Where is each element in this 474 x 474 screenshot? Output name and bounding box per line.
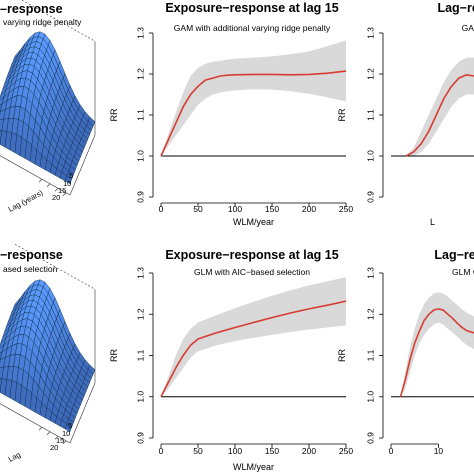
surface-tick — [46, 183, 51, 187]
y-tick-label: 1.2 — [135, 68, 145, 80]
y-tick-label: 1.1 — [135, 109, 145, 121]
x-tick-label: 250 — [339, 446, 353, 456]
y-tick-label: 1.3 — [365, 267, 375, 279]
x-tick-label: 10 — [434, 446, 444, 456]
y-tick-label: 1.1 — [365, 109, 375, 121]
surface-lag-label-top: Lag (years) — [7, 188, 45, 214]
surface-lag-tick: 10 — [63, 179, 71, 188]
y-axis-label: RR — [109, 349, 119, 362]
y-tick-label: 1.3 — [135, 267, 145, 279]
confidence-band — [400, 292, 474, 397]
surface-lag-tick: 5 — [68, 421, 72, 430]
y-axis-label: RR — [337, 349, 347, 362]
x-tick-label: 150 — [265, 446, 279, 456]
y-tick-label: 1.1 — [365, 349, 375, 361]
x-axis-label: WLM/year — [233, 217, 274, 227]
y-tick-label: 1.2 — [135, 308, 145, 320]
surface-panel-bottom: −response ased selection Lag 20 15 10 5 — [0, 243, 96, 464]
x-tick-label: 0 — [159, 446, 164, 456]
surface-plot-top — [0, 0, 96, 196]
surface-tick — [62, 440, 67, 444]
x-tick-label: 250 — [339, 204, 353, 214]
y-tick-label: 0.9 — [135, 432, 145, 444]
surface-box-edge — [21, 0, 96, 42]
surface-tick — [46, 431, 51, 435]
surface-lag-tick: 5 — [69, 171, 73, 180]
surface-lag-tick: 15 — [58, 186, 66, 195]
surface-tick — [54, 436, 59, 440]
y-tick-label: 1.3 — [365, 27, 375, 39]
panel-subtitle: GAM with additional varying ridge penalt… — [174, 23, 331, 33]
confidence-band — [161, 277, 346, 397]
surface-title-bottom: −response — [0, 248, 63, 262]
panel-title: Exposure−response at lag 15 — [165, 1, 338, 15]
panel-title: Exposure−response at lag 15 — [165, 248, 338, 262]
lag-response-panel-bottom: Lag−respon GLM with 0.9 1.0 1.1 1.2 1.3 0 10 RR — [337, 248, 474, 456]
surface-box-edge — [14, 243, 96, 290]
rr-curve — [405, 73, 474, 157]
panel-title: Lag−respon — [434, 248, 474, 262]
x-tick-label: 50 — [193, 204, 203, 214]
rr-curve — [160, 300, 347, 398]
y-tick-label: 0.9 — [365, 432, 375, 444]
x-tick-label: 0 — [159, 204, 164, 214]
x-tick-label: 100 — [228, 204, 242, 214]
y-tick-label: 1.0 — [135, 391, 145, 403]
surface-box-edge — [0, 403, 71, 444]
surface-plot-bottom — [0, 243, 96, 444]
surface-facet — [64, 423, 73, 433]
surface-lag-label-bottom: Lag — [7, 450, 22, 464]
panel-subtitle: GLM with — [452, 267, 474, 277]
exposure-response-panel-top: Exposure−response at lag 15 GAM with addi… — [109, 1, 353, 227]
surface-subtitle-bottom: ased selection — [3, 264, 58, 274]
surface-panel-top: –response varying ridge penalty Lag (yea… — [0, 0, 96, 214]
y-tick-label: 1.3 — [135, 27, 145, 39]
x-tick-label: 100 — [228, 446, 242, 456]
surface-lag-tick: 20 — [52, 193, 60, 202]
y-tick-label: 1.0 — [135, 150, 145, 162]
y-axis-label: RR — [337, 108, 347, 121]
y-axis-label: RR — [109, 108, 119, 121]
surface-lag-ticks-bottom: 20 15 10 5 — [50, 421, 72, 452]
exposure-response-panel-bottom: Exposure−response at lag 15 GLM with AIC−… — [109, 248, 353, 472]
surface-lag-ticks-top: 20 15 10 5 — [52, 171, 73, 202]
surface-facet — [64, 175, 73, 185]
lag-response-panel-top: Lag−response GAM with 0.9 1.0 1.1 1.2 1.3 RR L — [337, 1, 474, 227]
confidence-band — [161, 40, 346, 156]
y-tick-label: 1.0 — [365, 150, 375, 162]
y-tick-label: 1.1 — [135, 349, 145, 361]
x-tick-label: 200 — [302, 446, 316, 456]
surface-tick — [38, 179, 43, 183]
y-tick-label: 1.2 — [365, 68, 375, 80]
surface-lag-tick: 15 — [56, 436, 64, 445]
surface-subtitle-top: varying ridge penalty — [3, 17, 82, 27]
x-axis-label: WLM/year — [233, 462, 274, 472]
surface-box-edge — [69, 134, 96, 196]
x-tick-label: 0 — [389, 446, 394, 456]
y-tick-label: 1.0 — [365, 391, 375, 403]
surface-tick — [38, 427, 43, 431]
surface-tick — [54, 188, 59, 192]
x-tick-label: 200 — [302, 204, 316, 214]
surface-title-top: –response — [0, 2, 63, 16]
surface-box-edge — [0, 155, 71, 196]
x-axis-label: L — [430, 217, 435, 227]
y-tick-label: 0.9 — [135, 191, 145, 203]
panel-subtitle: GAM with — [462, 23, 474, 33]
surface-tick — [62, 192, 67, 196]
surface-lag-tick: 20 — [50, 443, 58, 452]
surface-lag-tick: 10 — [62, 429, 70, 438]
rr-curve — [160, 70, 347, 157]
y-tick-label: 0.9 — [365, 191, 375, 203]
panel-subtitle: GLM with AIC−based selection — [194, 267, 310, 277]
panel-title: Lag−response — [437, 1, 474, 15]
surface-box-edge — [69, 382, 96, 444]
rr-curve — [399, 308, 474, 398]
x-tick-label: 50 — [193, 446, 203, 456]
y-tick-label: 1.2 — [365, 308, 375, 320]
x-tick-label: 150 — [265, 204, 279, 214]
